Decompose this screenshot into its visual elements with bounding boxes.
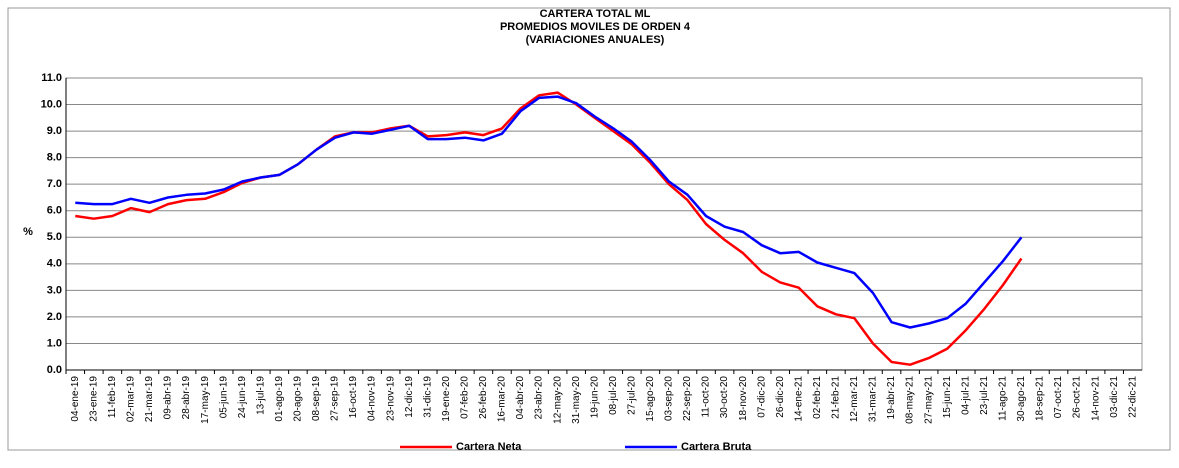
x-tick-label: 31-dic-19 (422, 376, 433, 418)
y-tick-label: 8.0 (47, 152, 62, 164)
chart-border (7, 7, 1171, 451)
x-tick-label: 28-abr-19 (181, 376, 192, 420)
y-tick-label: 10.0 (41, 98, 62, 110)
y-axis-label: % (23, 226, 33, 238)
x-tick-label: 24-jun-19 (237, 376, 248, 419)
x-tick-label: 30-oct-20 (719, 376, 730, 419)
x-tick-label: 23-jul-21 (979, 376, 990, 415)
x-tick-label: 02-feb-21 (812, 376, 823, 419)
x-tick-label: 23-ene-19 (88, 376, 99, 422)
x-tick-label: 23-nov-19 (385, 376, 396, 421)
x-tick-label: 18-nov-20 (738, 376, 749, 421)
y-tick-label: 2.0 (47, 311, 62, 323)
y-tick-label: 0.0 (47, 364, 62, 376)
x-tick-label: 04-abr-20 (515, 376, 526, 420)
x-tick-label: 22-sep-20 (682, 376, 693, 421)
x-tick-label: 30-ago-21 (1016, 376, 1027, 422)
x-tick-label: 04-jul-21 (960, 376, 971, 415)
x-tick-label: 19-jun-20 (589, 376, 600, 419)
x-tick-label: 12-may-20 (552, 376, 563, 424)
x-tick-label: 07-feb-20 (460, 376, 471, 419)
x-tick-label: 02-mar-19 (126, 376, 137, 423)
x-tick-label: 19-ene-20 (441, 376, 452, 422)
legend-label: Cartera Bruta (681, 441, 752, 453)
series-line (75, 95, 1023, 329)
x-tick-label: 26-feb-20 (478, 376, 489, 419)
x-tick-label: 03-sep-20 (664, 376, 675, 421)
x-tick-label: 27-may-21 (923, 376, 934, 424)
chart-title: PROMEDIOS MOVILES DE ORDEN 4 (500, 21, 691, 33)
x-tick-label: 27-jul-20 (626, 376, 637, 415)
x-tick-label: 14-nov-21 (1090, 376, 1101, 421)
x-tick-label: 13-jul-19 (255, 376, 266, 415)
y-tick-label: 3.0 (47, 284, 62, 296)
x-tick-label: 31-may-20 (571, 376, 582, 424)
x-tick-label: 19-abr-21 (886, 376, 897, 420)
x-tick-label: 12-mar-21 (849, 376, 860, 423)
legend-label: Cartera Neta (456, 441, 522, 453)
x-tick-label: 14-ene-21 (793, 376, 804, 422)
x-tick-label: 08-sep-19 (311, 376, 322, 421)
x-tick-label: 21-feb-21 (831, 376, 842, 419)
x-tick-label: 20-ago-19 (293, 376, 304, 422)
chart-title: CARTERA TOTAL ML (540, 8, 651, 20)
y-tick-label: 9.0 (47, 125, 62, 137)
x-tick-label: 11-ago-21 (998, 376, 1009, 421)
x-tick-label: 15-jun-21 (942, 376, 953, 419)
x-tick-label: 08-jul-20 (608, 376, 619, 415)
x-tick-label: 07-oct-21 (1053, 376, 1064, 419)
x-tick-label: 15-ago-20 (645, 376, 656, 422)
x-tick-label: 04-ene-19 (70, 376, 81, 422)
x-tick-label: 01-ago-19 (274, 376, 285, 422)
x-tick-label: 18-sep-21 (1035, 376, 1046, 421)
x-tick-label: 17-may-19 (200, 376, 211, 424)
x-tick-label: 27-sep-19 (330, 376, 341, 421)
y-tick-label: 7.0 (47, 178, 62, 190)
x-tick-label: 11-oct-20 (701, 376, 712, 418)
x-tick-label: 22-dic-21 (1127, 376, 1138, 418)
x-tick-label: 11-feb-19 (107, 376, 118, 419)
x-tick-label: 26-oct-21 (1072, 376, 1083, 419)
y-tick-label: 1.0 (47, 337, 62, 349)
x-tick-label: 07-dic-20 (756, 376, 767, 418)
x-tick-label: 09-abr-19 (163, 376, 174, 420)
x-tick-label: 12-dic-19 (404, 376, 415, 418)
x-tick-label: 16-oct-19 (348, 376, 359, 419)
x-tick-label: 03-dic-21 (1109, 376, 1120, 418)
x-tick-label: 26-dic-20 (775, 376, 786, 418)
x-tick-label: 31-mar-21 (868, 376, 879, 423)
chart-title: (VARIACIONES ANUALES) (526, 34, 665, 46)
x-tick-label: 05-jun-19 (218, 376, 229, 419)
y-tick-label: 5.0 (47, 231, 62, 243)
y-tick-label: 4.0 (47, 258, 62, 270)
series-line (75, 91, 1023, 366)
x-tick-label: 21-mar-19 (144, 376, 155, 423)
y-tick-label: 11.0 (41, 72, 62, 84)
x-tick-label: 16-mar-20 (497, 376, 508, 423)
y-tick-label: 6.0 (47, 205, 62, 217)
x-tick-label: 08-may-21 (905, 376, 916, 424)
x-tick-label: 04-nov-19 (367, 376, 378, 421)
x-tick-label: 23-abr-20 (534, 376, 545, 420)
